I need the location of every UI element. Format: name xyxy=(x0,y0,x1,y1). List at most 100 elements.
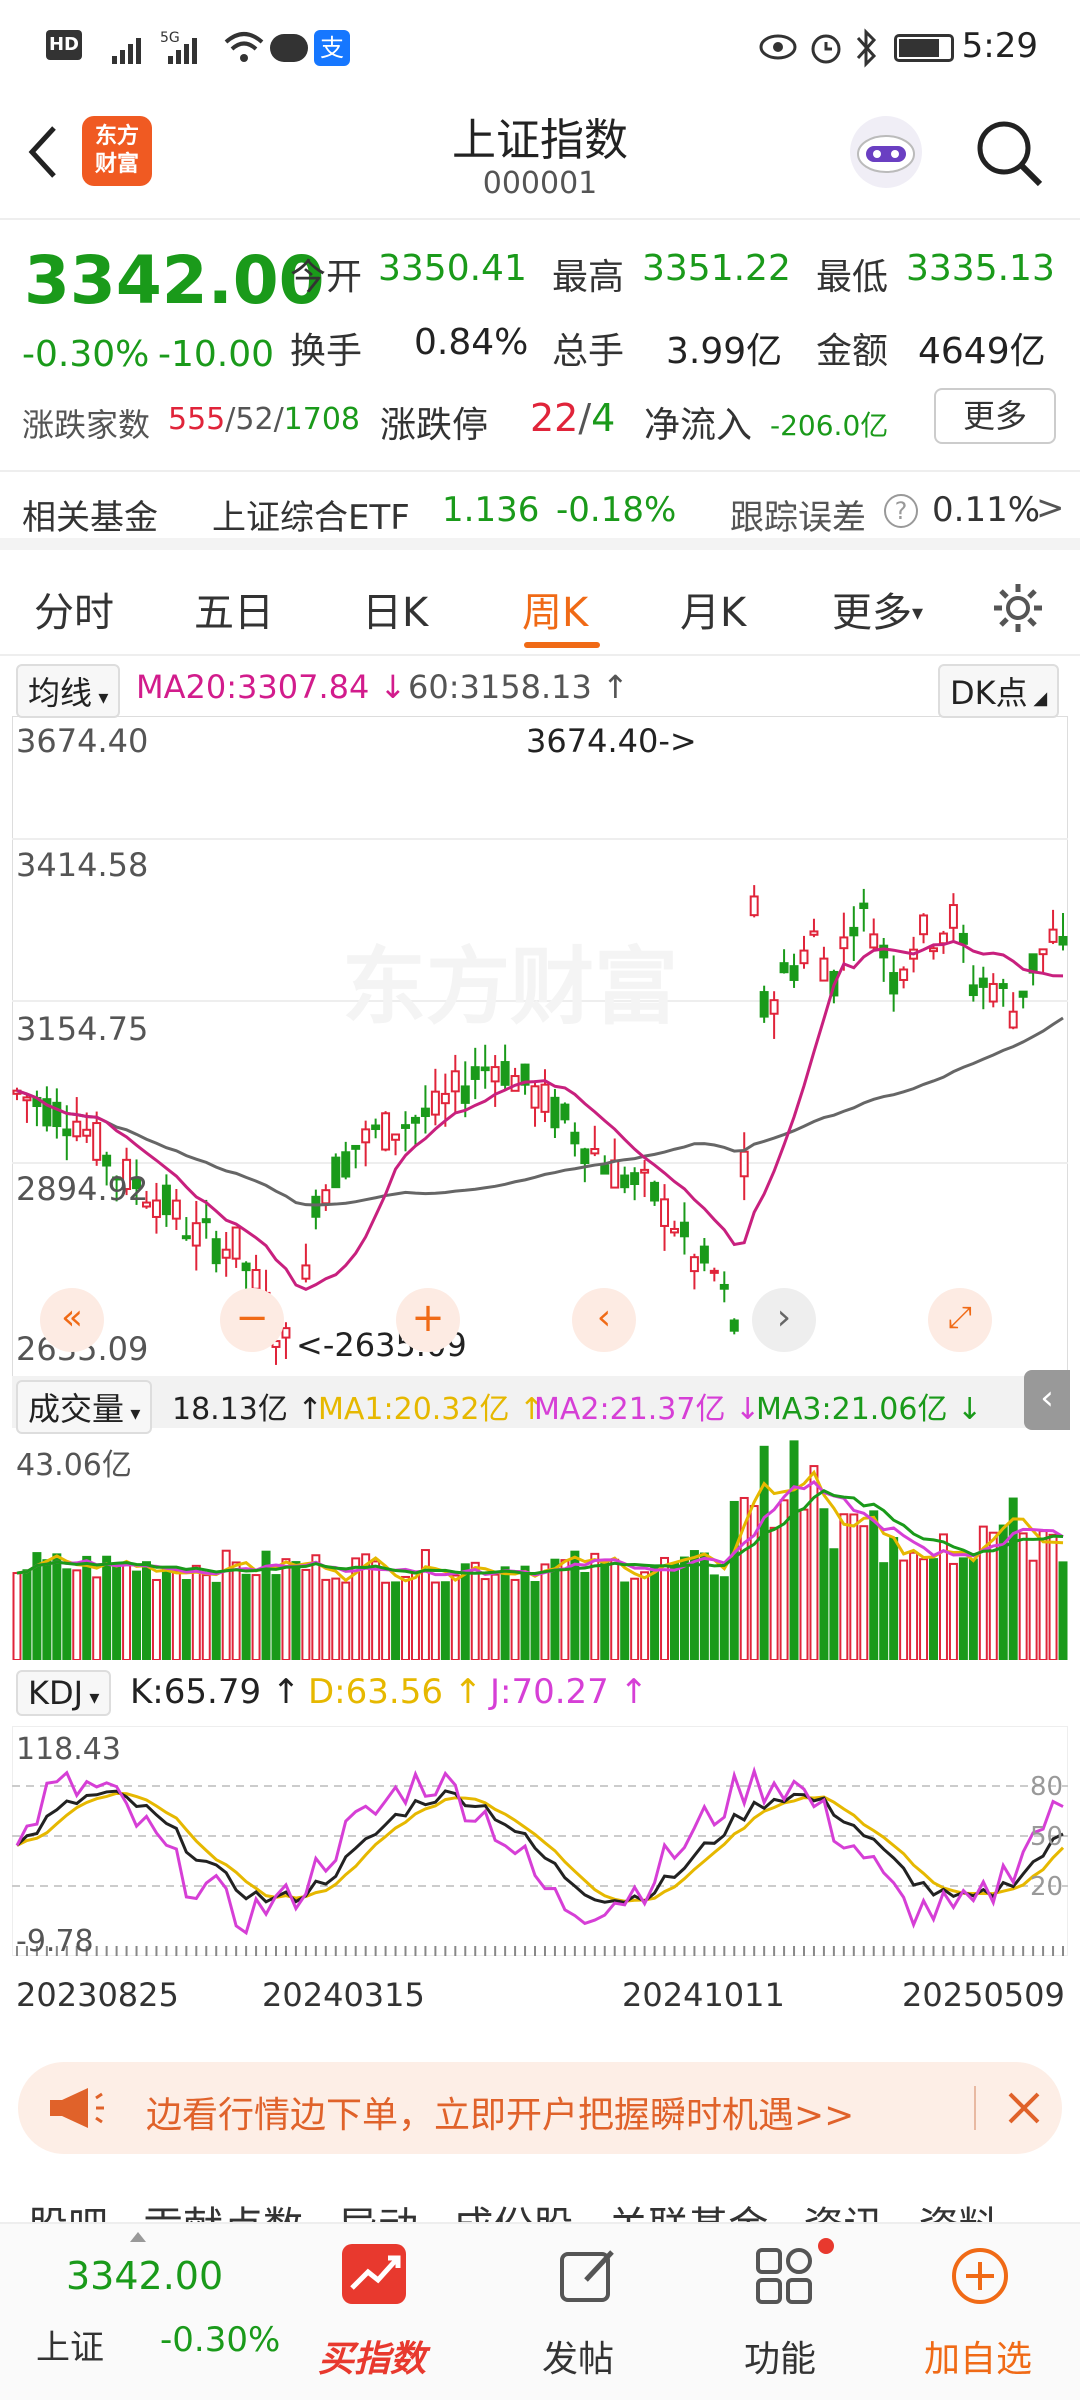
volume-bar xyxy=(381,1581,391,1660)
candle xyxy=(640,1168,650,1174)
volume-bar xyxy=(102,1555,112,1660)
wechat-icon xyxy=(270,34,308,62)
brand-logo[interactable]: 东方 财富 xyxy=(82,116,152,186)
tab-daily-k[interactable]: 日K xyxy=(362,590,429,636)
volume-bar xyxy=(440,1581,450,1660)
page-title: 上证指数 xyxy=(452,115,628,166)
buy-index-button[interactable]: 买指数 xyxy=(310,2234,440,2394)
low-value: 3335.13 xyxy=(906,248,1055,289)
volume-bar xyxy=(670,1562,679,1660)
tab-monthly-k[interactable]: 月K xyxy=(680,590,747,636)
volume-selector[interactable]: 成交量 ▾ xyxy=(16,1380,153,1434)
change-value: -10.00 xyxy=(158,334,275,375)
gear-icon[interactable] xyxy=(990,580,1046,640)
functions-button[interactable]: 功能 xyxy=(730,2234,850,2394)
volume-bar xyxy=(640,1571,650,1660)
dk-point-button[interactable]: DK点 ◢ xyxy=(938,664,1060,718)
candle xyxy=(689,1256,699,1273)
candle xyxy=(440,1092,450,1105)
scroll-left-fast-icon[interactable]: « xyxy=(40,1288,104,1352)
zoom-in-icon[interactable]: + xyxy=(396,1288,460,1352)
close-icon[interactable] xyxy=(1002,2086,1046,2134)
robot-avatar-icon[interactable] xyxy=(846,112,926,196)
subtab-related-funds[interactable]: 关联基金 xyxy=(608,2204,768,2224)
fund-label: 相关基金 xyxy=(22,498,158,538)
volume-bar xyxy=(929,1558,938,1660)
max-annotation: 3674.40-> xyxy=(526,722,697,760)
tab-five-day[interactable]: 五日 xyxy=(194,590,274,636)
volume-bar xyxy=(938,1533,948,1660)
post-button[interactable]: 发帖 xyxy=(530,2234,650,2394)
search-icon[interactable] xyxy=(972,116,1048,196)
caret-up-icon xyxy=(130,2232,146,2242)
collapse-panel-icon[interactable]: ‹ xyxy=(1024,1370,1070,1430)
tab-intraday[interactable]: 分时 xyxy=(34,590,114,636)
ma-selector[interactable]: 均线 ▾ xyxy=(16,664,121,718)
volume-bar xyxy=(132,1570,142,1660)
mini-pct: -0.30% xyxy=(160,2320,281,2360)
candle xyxy=(899,968,909,981)
date-label-2: 20240315 xyxy=(262,1976,425,2014)
volume-bar xyxy=(739,1496,749,1660)
tab-more-label: 更多 xyxy=(832,590,912,636)
help-icon[interactable]: ? xyxy=(884,494,918,528)
subtab-news[interactable]: 资讯 xyxy=(803,2204,883,2224)
volume-bar xyxy=(630,1577,640,1660)
plus-circle-icon xyxy=(948,2244,1012,2312)
volume-bar xyxy=(241,1573,251,1660)
fund-name: 上证综合ETF xyxy=(212,498,410,538)
candle xyxy=(809,930,819,936)
subtab-movement[interactable]: 异动 xyxy=(338,2204,418,2224)
volume-bar xyxy=(1038,1530,1048,1660)
current-price: 3342.00 xyxy=(24,242,325,319)
tab-weekly-k[interactable]: 周K xyxy=(522,590,589,636)
candle xyxy=(381,1112,391,1151)
candle xyxy=(849,926,859,937)
buy-index-label: 买指数 xyxy=(318,2339,427,2380)
more-button[interactable]: 更多 xyxy=(934,388,1056,444)
candle xyxy=(391,1133,401,1141)
kdj-k: K:65.79 ↑ xyxy=(130,1672,301,1712)
candle xyxy=(600,1164,610,1175)
candle xyxy=(919,914,929,936)
subtab-constituents[interactable]: 成份股 xyxy=(453,2204,573,2224)
candle xyxy=(221,1248,231,1259)
divider xyxy=(974,2086,976,2130)
candle xyxy=(231,1226,241,1260)
kline-chart-area[interactable]: 均线 ▾ MA20:3307.84 ↓ 60:3158.13 ↑ DK点 ◢ 东… xyxy=(0,656,1080,2046)
account-promo-banner[interactable]: 边看行情边下单，立即开户把握瞬时机遇>> xyxy=(18,2062,1062,2154)
quote-panel: 3342.00 -0.30% -10.00 今开 3350.41 最高 3351… xyxy=(0,222,1080,468)
fullscreen-icon[interactable]: ⤢ xyxy=(928,1288,992,1352)
chevron-right-icon[interactable]: > xyxy=(1036,488,1065,528)
candle xyxy=(530,1085,540,1109)
scroll-left-icon[interactable]: ‹ xyxy=(572,1288,636,1352)
volume-bar xyxy=(361,1553,371,1660)
mini-quote[interactable]: 3342.00 上证 -0.30% xyxy=(0,2224,300,2400)
tab-more[interactable]: 更多▾ xyxy=(832,580,923,638)
scroll-right-icon[interactable]: › xyxy=(752,1288,816,1352)
candle xyxy=(132,1178,142,1190)
candle xyxy=(201,1218,211,1224)
candle xyxy=(540,1083,550,1113)
volume-bar xyxy=(401,1575,410,1660)
turnover-label: 换手 xyxy=(290,331,363,372)
zoom-out-icon[interactable]: − xyxy=(220,1288,284,1352)
related-fund-row[interactable]: 相关基金 上证综合ETF 1.136 -0.18% 跟踪误差 ? 0.11% > xyxy=(0,470,1080,550)
back-arrow-icon[interactable] xyxy=(22,122,62,186)
volume-bar xyxy=(480,1578,490,1660)
kdj-selector[interactable]: KDJ ▾ xyxy=(16,1670,112,1716)
add-watchlist-button[interactable]: 加自选 xyxy=(912,2234,1052,2394)
volume-bar xyxy=(72,1569,82,1660)
high-value: 3351.22 xyxy=(642,248,791,289)
candle xyxy=(620,1174,630,1189)
fund-pct: -0.18% xyxy=(556,490,677,530)
turnover-value: 0.84% xyxy=(414,322,529,363)
volume-bar xyxy=(430,1581,440,1660)
subtab-guba[interactable]: 股吧 xyxy=(28,2204,108,2224)
candle xyxy=(889,972,899,995)
subtab-contribution[interactable]: 贡献点数 xyxy=(143,2204,303,2224)
subtab-profile[interactable]: 资料 xyxy=(919,2204,999,2224)
candle xyxy=(102,1154,112,1167)
bottom-nav: 3342.00 上证 -0.30% 买指数 发帖 功能 加自选 xyxy=(0,2222,1080,2400)
candle xyxy=(729,1319,739,1332)
